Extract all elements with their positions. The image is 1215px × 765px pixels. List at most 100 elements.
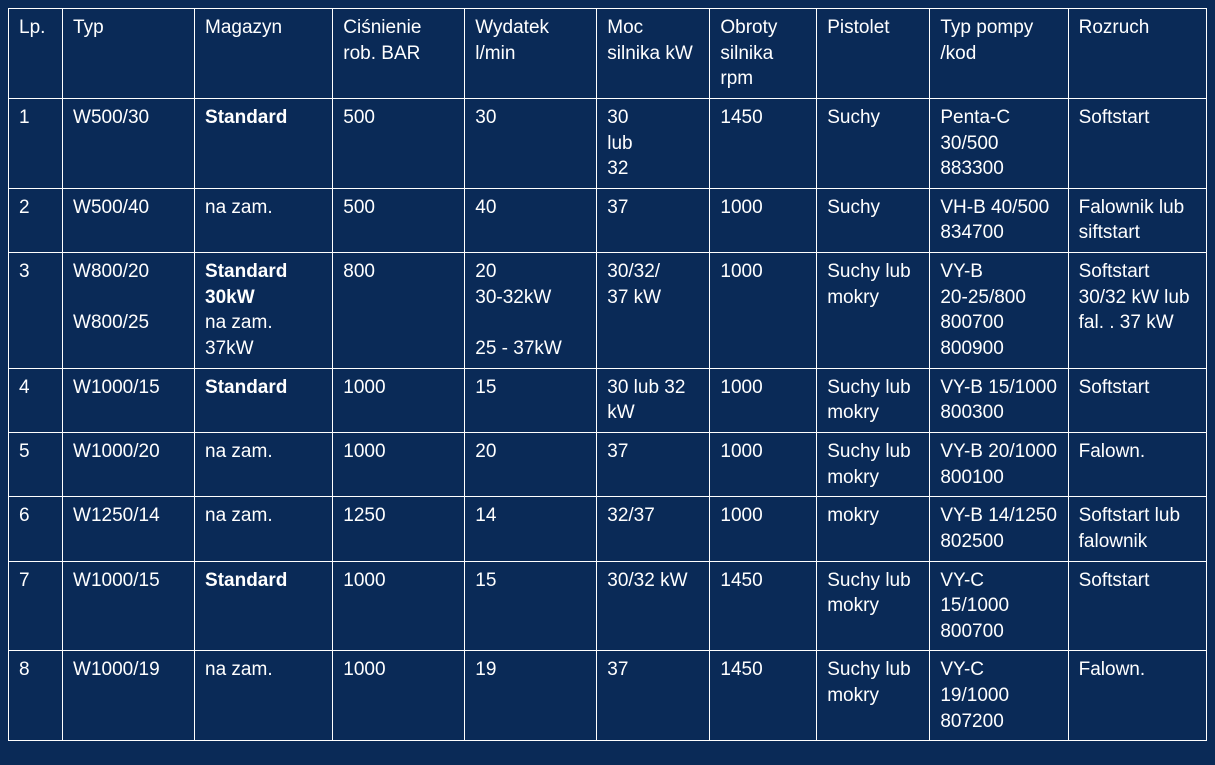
table-cell: VY-B20-25/800 800700 800900 [930, 253, 1068, 369]
table-cell: 1000 [710, 253, 817, 369]
table-row: 8W1000/19na zam.100019371450Suchy lub mo… [9, 651, 1207, 741]
spec-table: Lp. Typ Magazyn Ciśnienie rob. BAR Wydat… [8, 8, 1207, 741]
table-cell-magazyn: na zam. [195, 432, 333, 496]
table-cell: Suchy lub mokry [817, 368, 930, 432]
table-cell: 8 [9, 651, 63, 741]
col-magazyn: Magazyn [195, 9, 333, 99]
table-cell: 20 [465, 432, 597, 496]
table-cell: 1000 [333, 432, 465, 496]
table-cell: Softstart [1068, 98, 1206, 188]
table-row: 5W1000/20na zam.100020371000Suchy lub mo… [9, 432, 1207, 496]
table-cell: VY-B 15/1000 800300 [930, 368, 1068, 432]
table-row: 4W1000/15Standard10001530 lub 32kW1000Su… [9, 368, 1207, 432]
table-cell: Falown. [1068, 432, 1206, 496]
table-cell-magazyn: Standard [195, 368, 333, 432]
table-cell: W1000/15 [63, 368, 195, 432]
table-cell-magazyn: Standard [195, 561, 333, 651]
table-cell: 1000 [710, 368, 817, 432]
table-cell: 32/37 [597, 497, 710, 561]
table-row: 6W1250/14na zam.12501432/371000mokryVY-B… [9, 497, 1207, 561]
table-cell: 15 [465, 368, 597, 432]
table-cell: Suchy [817, 188, 930, 252]
table-cell: 2 [9, 188, 63, 252]
table-cell: W1000/20 [63, 432, 195, 496]
table-cell: 1450 [710, 561, 817, 651]
table-cell: 30 lub 32kW [597, 368, 710, 432]
col-rozruch: Rozruch [1068, 9, 1206, 99]
table-cell: 1000 [333, 651, 465, 741]
table-cell: W1000/15 [63, 561, 195, 651]
table-cell: 500 [333, 188, 465, 252]
table-cell: W500/40 [63, 188, 195, 252]
table-cell: 6 [9, 497, 63, 561]
table-cell-magazyn: Standard [195, 98, 333, 188]
table-cell: 500 [333, 98, 465, 188]
table-cell: W1000/19 [63, 651, 195, 741]
table-cell: VY-C 15/1000 800700 [930, 561, 1068, 651]
table-row: 2W500/40na zam.50040371000SuchyVH-B 40/5… [9, 188, 1207, 252]
table-row: 1W500/30Standard5003030lub321450SuchyPen… [9, 98, 1207, 188]
table-cell: Suchy [817, 98, 930, 188]
table-cell: Suchy lub mokry [817, 561, 930, 651]
table-cell: Penta-C 30/500 883300 [930, 98, 1068, 188]
table-cell-magazyn: na zam. [195, 651, 333, 741]
col-cisnienie: Ciśnienie rob. BAR [333, 9, 465, 99]
table-cell: 800 [333, 253, 465, 369]
col-obroty: Obroty silnika rpm [710, 9, 817, 99]
table-cell: VY-B 20/1000 800100 [930, 432, 1068, 496]
col-lp: Lp. [9, 9, 63, 99]
table-cell: Falownik lub siftstart [1068, 188, 1206, 252]
table-cell: 2030-32kW25 - 37kW [465, 253, 597, 369]
table-cell: 1000 [710, 497, 817, 561]
table-cell: Suchy lub mokry [817, 432, 930, 496]
table-cell: Softstart [1068, 368, 1206, 432]
table-cell: VY-B 14/1250 802500 [930, 497, 1068, 561]
table-cell: 37 [597, 432, 710, 496]
col-pistolet: Pistolet [817, 9, 930, 99]
table-cell: Softstart lub falownik [1068, 497, 1206, 561]
table-cell: 30/32 kW [597, 561, 710, 651]
col-typ: Typ [63, 9, 195, 99]
table-cell-magazyn: na zam. [195, 188, 333, 252]
table-cell: 1450 [710, 651, 817, 741]
table-cell: Falown. [1068, 651, 1206, 741]
table-row: 7W1000/15Standard10001530/32 kW1450Suchy… [9, 561, 1207, 651]
table-cell-magazyn: Standard 30kWna zam. 37kW [195, 253, 333, 369]
table-cell: Softstart 30/32 kW lub fal. . 37 kW [1068, 253, 1206, 369]
table-cell: 1000 [710, 432, 817, 496]
table-cell: 7 [9, 561, 63, 651]
table-cell: 1450 [710, 98, 817, 188]
table-cell: 19 [465, 651, 597, 741]
table-cell: Softstart [1068, 561, 1206, 651]
table-cell: Suchy lub mokry [817, 253, 930, 369]
table-cell: 15 [465, 561, 597, 651]
table-cell-magazyn: na zam. [195, 497, 333, 561]
table-cell: 1000 [710, 188, 817, 252]
table-cell: 4 [9, 368, 63, 432]
table-cell: 30/32/37 kW [597, 253, 710, 369]
table-cell: W1250/14 [63, 497, 195, 561]
table-cell: 3 [9, 253, 63, 369]
table-row: 3W800/20W800/25Standard 30kWna zam. 37kW… [9, 253, 1207, 369]
col-wydatek: Wydatek l/min [465, 9, 597, 99]
table-cell: 1250 [333, 497, 465, 561]
table-cell: W800/20W800/25 [63, 253, 195, 369]
col-pompa: Typ pompy /kod [930, 9, 1068, 99]
table-cell: 1 [9, 98, 63, 188]
col-moc: Moc silnika kW [597, 9, 710, 99]
table-cell: 5 [9, 432, 63, 496]
table-cell: 14 [465, 497, 597, 561]
table-header-row: Lp. Typ Magazyn Ciśnienie rob. BAR Wydat… [9, 9, 1207, 99]
table-cell: 1000 [333, 368, 465, 432]
table-cell: 37 [597, 651, 710, 741]
table-cell: 1000 [333, 561, 465, 651]
table-cell: Suchy lub mokry [817, 651, 930, 741]
table-cell: VY-C 19/1000 807200 [930, 651, 1068, 741]
table-cell: 30 [465, 98, 597, 188]
table-cell: 30lub32 [597, 98, 710, 188]
table-cell: VH-B 40/500 834700 [930, 188, 1068, 252]
table-body: 1W500/30Standard5003030lub321450SuchyPen… [9, 98, 1207, 740]
table-cell: 37 [597, 188, 710, 252]
table-cell: W500/30 [63, 98, 195, 188]
table-cell: mokry [817, 497, 930, 561]
